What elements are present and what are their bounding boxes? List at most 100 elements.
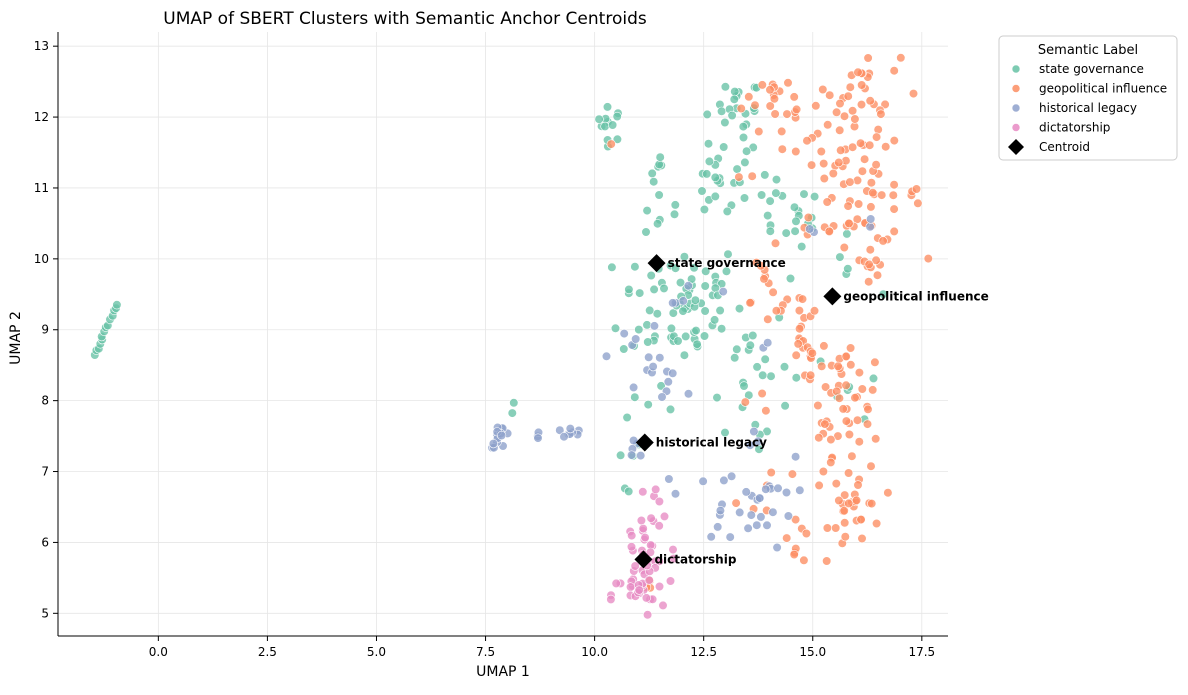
point-geopolitical-influence bbox=[824, 226, 834, 236]
point-state-governance bbox=[630, 262, 640, 272]
point-state-governance bbox=[704, 156, 715, 166]
point-geopolitical-influence bbox=[876, 109, 886, 119]
point-geopolitical-influence bbox=[853, 67, 863, 77]
point-geopolitical-influence bbox=[819, 159, 829, 169]
y-tick-label: 8 bbox=[41, 394, 49, 408]
point-geopolitical-influence bbox=[818, 84, 828, 95]
point-geopolitical-influence bbox=[790, 514, 801, 525]
point-geopolitical-influence bbox=[806, 160, 817, 170]
point-state-governance bbox=[719, 142, 729, 152]
point-historical-legacy bbox=[726, 471, 737, 481]
x-tick-label: 12.5 bbox=[690, 645, 717, 659]
point-state-governance bbox=[791, 373, 801, 383]
point-geopolitical-influence bbox=[763, 314, 773, 324]
point-geopolitical-influence bbox=[794, 306, 805, 316]
point-geopolitical-influence bbox=[831, 523, 841, 533]
point-geopolitical-influence bbox=[844, 429, 855, 440]
point-historical-legacy bbox=[741, 487, 751, 497]
point-geopolitical-influence bbox=[865, 140, 875, 150]
point-geopolitical-influence bbox=[839, 111, 850, 121]
point-geopolitical-influence bbox=[750, 100, 760, 110]
point-historical-legacy bbox=[761, 484, 771, 494]
centroids: state governance geopolitical influence hi… bbox=[634, 254, 989, 569]
point-geopolitical-influence bbox=[756, 261, 766, 271]
point-geopolitical-influence bbox=[802, 136, 812, 146]
centroid-marker bbox=[635, 433, 654, 452]
point-state-governance bbox=[780, 401, 790, 411]
point-geopolitical-influence bbox=[754, 126, 764, 137]
point-state-governance bbox=[652, 309, 662, 319]
point-geopolitical-influence bbox=[866, 461, 876, 471]
point-geopolitical-influence bbox=[768, 287, 778, 297]
point-geopolitical-influence bbox=[841, 380, 851, 390]
point-geopolitical-influence bbox=[789, 92, 799, 102]
point-geopolitical-influence bbox=[852, 214, 862, 224]
point-state-governance bbox=[690, 295, 701, 305]
point-state-governance bbox=[720, 428, 730, 438]
grid bbox=[58, 32, 948, 636]
point-state-governance bbox=[779, 362, 790, 372]
point-geopolitical-influence bbox=[734, 172, 744, 182]
point-state-governance bbox=[612, 134, 623, 144]
point-historical-legacy bbox=[488, 439, 499, 449]
point-geopolitical-influence bbox=[857, 533, 867, 544]
point-geopolitical-influence bbox=[863, 404, 873, 414]
point-historical-legacy bbox=[755, 493, 765, 503]
legend-marker bbox=[1008, 139, 1024, 155]
point-historical-legacy bbox=[601, 351, 612, 361]
point-geopolitical-influence bbox=[783, 78, 793, 88]
point-geopolitical-influence bbox=[856, 99, 867, 110]
point-state-governance bbox=[730, 353, 740, 363]
point-geopolitical-influence bbox=[838, 404, 848, 414]
point-geopolitical-influence bbox=[841, 351, 851, 362]
point-state-governance bbox=[809, 192, 820, 202]
point-dictatorship bbox=[636, 515, 647, 526]
point-dictatorship bbox=[644, 575, 654, 585]
point-geopolitical-influence bbox=[839, 506, 849, 516]
point-state-governance bbox=[710, 172, 720, 182]
x-tick-label: 17.5 bbox=[908, 645, 935, 659]
legend-label: dictatorship bbox=[1039, 121, 1110, 135]
point-geopolitical-influence bbox=[845, 177, 855, 187]
point-geopolitical-influence bbox=[822, 197, 832, 207]
point-geopolitical-influence bbox=[835, 98, 845, 109]
x-tick-label: 15.0 bbox=[799, 645, 826, 659]
point-geopolitical-influence bbox=[889, 226, 899, 236]
point-state-governance bbox=[655, 152, 665, 162]
point-geopolitical-influence bbox=[843, 468, 854, 478]
point-geopolitical-influence bbox=[797, 294, 808, 304]
point-geopolitical-influence bbox=[819, 341, 829, 351]
point-historical-legacy bbox=[762, 520, 772, 530]
point-geopolitical-influence bbox=[868, 188, 878, 198]
point-dictatorship bbox=[658, 600, 668, 611]
point-historical-legacy bbox=[795, 485, 805, 495]
point-geopolitical-influence bbox=[814, 480, 824, 491]
legend-label: historical legacy bbox=[1039, 101, 1137, 115]
point-historical-legacy bbox=[763, 338, 773, 348]
point-geopolitical-influence bbox=[761, 406, 771, 416]
point-state-governance bbox=[738, 121, 748, 132]
point-state-governance bbox=[715, 305, 725, 316]
point-geopolitical-influence bbox=[851, 495, 862, 505]
point-geopolitical-influence bbox=[782, 109, 792, 119]
point-geopolitical-influence bbox=[840, 518, 850, 528]
point-geopolitical-influence bbox=[908, 88, 919, 99]
point-state-governance bbox=[771, 175, 782, 185]
point-state-governance bbox=[702, 109, 712, 119]
point-historical-legacy bbox=[752, 520, 762, 530]
point-state-governance bbox=[649, 177, 659, 187]
point-dictatorship bbox=[654, 496, 665, 507]
point-geopolitical-influence bbox=[889, 204, 899, 214]
point-geopolitical-influence bbox=[731, 498, 741, 508]
point-state-governance bbox=[600, 121, 610, 131]
legend: Semantic Label state governance geopoliti… bbox=[998, 35, 1178, 161]
point-historical-legacy bbox=[657, 392, 667, 402]
point-historical-legacy bbox=[497, 430, 507, 441]
point-geopolitical-influence bbox=[853, 199, 864, 209]
y-tick-label: 7 bbox=[41, 465, 49, 479]
point-state-governance bbox=[756, 190, 767, 200]
point-historical-legacy bbox=[698, 476, 708, 486]
y-tick-label: 6 bbox=[41, 535, 49, 549]
y-tick-label: 13 bbox=[34, 39, 49, 53]
legend-title: Semantic Label bbox=[1038, 43, 1138, 58]
